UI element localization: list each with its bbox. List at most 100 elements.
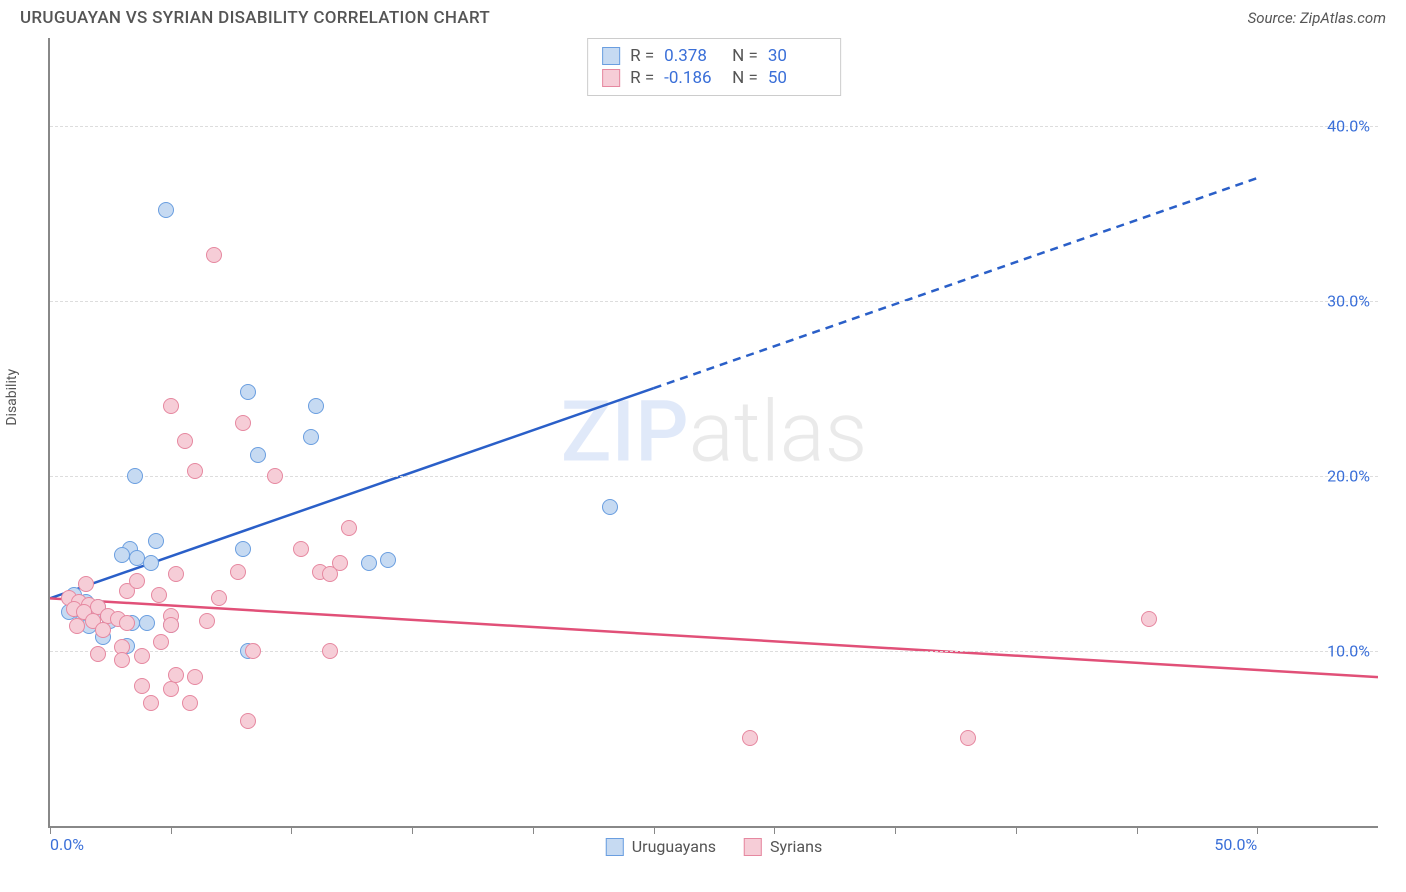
scatter-point — [168, 667, 184, 683]
legend-n-value: 50 — [768, 68, 826, 88]
scatter-point — [960, 730, 976, 746]
scatter-point — [143, 695, 159, 711]
legend-swatch — [602, 69, 620, 87]
scatter-point — [163, 398, 179, 414]
y-tick-label: 20.0% — [1327, 466, 1370, 485]
scatter-point — [341, 520, 357, 536]
scatter-point — [199, 613, 215, 629]
y-axis-label: Disability — [4, 369, 20, 426]
y-tick-label: 30.0% — [1327, 291, 1370, 310]
scatter-point — [143, 555, 159, 571]
gridline — [50, 476, 1378, 477]
scatter-point — [114, 652, 130, 668]
scatter-point — [114, 547, 130, 563]
series-legend: Uruguayans Syrians — [606, 837, 822, 856]
x-tick — [533, 826, 534, 834]
scatter-point — [177, 433, 193, 449]
chart-title: URUGUAYAN VS SYRIAN DISABILITY CORRELATI… — [20, 8, 490, 28]
x-tick — [171, 826, 172, 834]
x-tick — [774, 826, 775, 834]
scatter-point — [119, 615, 135, 631]
scatter-point — [742, 730, 758, 746]
chart-plot-area: ZIPatlas R =0.378N =30R =-0.186N =50 Uru… — [48, 38, 1378, 828]
scatter-point — [380, 552, 396, 568]
scatter-point — [163, 681, 179, 697]
series-legend-label: Uruguayans — [632, 837, 716, 856]
legend-r-value: 0.378 — [664, 46, 722, 66]
trend-line-dashed — [654, 178, 1258, 388]
scatter-point — [134, 648, 150, 664]
scatter-point — [206, 247, 222, 263]
series-legend-item: Syrians — [744, 837, 822, 856]
watermark: ZIPatlas — [561, 383, 868, 482]
scatter-point — [182, 695, 198, 711]
legend-n-value: 30 — [768, 46, 826, 66]
y-tick-label: 40.0% — [1327, 116, 1370, 135]
scatter-point — [322, 643, 338, 659]
scatter-point — [322, 566, 338, 582]
scatter-point — [69, 618, 85, 634]
series-legend-label: Syrians — [770, 837, 822, 856]
scatter-point — [250, 447, 266, 463]
scatter-point — [78, 576, 94, 592]
scatter-point — [240, 713, 256, 729]
scatter-point — [267, 468, 283, 484]
legend-swatch — [744, 838, 762, 856]
watermark-part1: ZIP — [561, 383, 689, 482]
scatter-point — [148, 533, 164, 549]
scatter-point — [240, 384, 256, 400]
legend-n-label: N = — [732, 46, 758, 66]
scatter-point — [230, 564, 246, 580]
legend-swatch — [606, 838, 624, 856]
source-label: Source: ZipAtlas.com — [1248, 9, 1386, 27]
x-tick — [654, 826, 655, 834]
scatter-point — [602, 499, 618, 515]
legend-r-value: -0.186 — [664, 68, 722, 88]
x-tick — [895, 826, 896, 834]
x-tick — [1137, 826, 1138, 834]
watermark-part2: atlas — [689, 383, 868, 482]
scatter-point — [187, 463, 203, 479]
x-tick — [291, 826, 292, 834]
scatter-point — [129, 573, 145, 589]
scatter-point — [303, 429, 319, 445]
scatter-point — [95, 622, 111, 638]
scatter-point — [1141, 611, 1157, 627]
x-tick-label: 0.0% — [50, 835, 84, 854]
series-legend-item: Uruguayans — [606, 837, 716, 856]
legend-r-label: R = — [630, 68, 654, 88]
y-tick-label: 10.0% — [1327, 641, 1370, 660]
scatter-point — [134, 678, 150, 694]
scatter-point — [139, 615, 155, 631]
scatter-point — [151, 587, 167, 603]
scatter-point — [90, 646, 106, 662]
gridline — [50, 126, 1378, 127]
legend-row: R = 0.378 N = 30 — [602, 45, 826, 67]
x-tick — [1257, 826, 1258, 834]
x-tick-label: 50.0% — [1214, 835, 1257, 854]
scatter-point — [211, 590, 227, 606]
trend-lines-layer — [50, 38, 1378, 826]
legend-r-label: R = — [630, 46, 654, 66]
scatter-point — [245, 643, 261, 659]
scatter-point — [153, 634, 169, 650]
scatter-point — [163, 617, 179, 633]
correlation-legend: R = 0.378 N = 30R = -0.186 N = 50 — [587, 38, 841, 96]
x-tick — [1016, 826, 1017, 834]
scatter-point — [308, 398, 324, 414]
trend-line — [50, 598, 1378, 677]
gridline — [50, 301, 1378, 302]
scatter-point — [361, 555, 377, 571]
x-tick — [412, 826, 413, 834]
legend-row: R =-0.186N =50 — [602, 67, 826, 89]
x-tick — [50, 826, 51, 834]
legend-swatch — [602, 47, 620, 65]
scatter-point — [127, 468, 143, 484]
scatter-point — [158, 202, 174, 218]
scatter-point — [293, 541, 309, 557]
scatter-point — [187, 669, 203, 685]
scatter-point — [168, 566, 184, 582]
scatter-point — [235, 541, 251, 557]
scatter-point — [235, 415, 251, 431]
trend-line — [50, 388, 654, 598]
